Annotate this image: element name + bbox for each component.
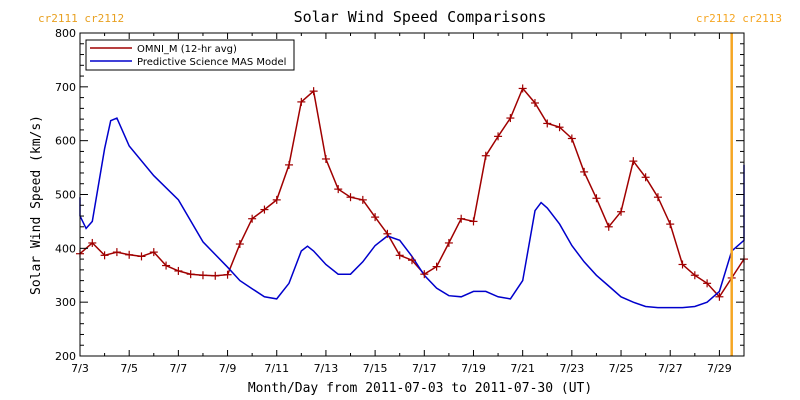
data-point: [395, 251, 404, 260]
data-point: [346, 193, 355, 202]
data-point: [592, 194, 601, 203]
y-axis-title: Solar Wind Speed (km/s): [29, 115, 44, 295]
data-point: [690, 271, 699, 280]
legend: OMNI_M (12-hr avg) Predictive Science MA…: [85, 39, 295, 71]
data-point: [604, 222, 613, 231]
data-point: [125, 250, 134, 259]
data-point: [567, 134, 576, 143]
legend-label-mas: Predictive Science MAS Model: [137, 57, 286, 68]
plot-frame: [79, 32, 745, 357]
x-tick-label: 7/19: [461, 362, 486, 375]
data-point: [530, 98, 539, 107]
data-point: [358, 195, 367, 204]
data-point: [137, 252, 146, 261]
series-layer: [79, 86, 745, 309]
data-point: [198, 271, 207, 280]
x-tick-label: 7/11: [264, 362, 289, 375]
x-tick-label: 7/3: [71, 362, 89, 375]
data-point: [444, 238, 453, 247]
data-point: [506, 114, 515, 123]
x-axis-ticks: 7/3 7/5 7/7 7/9 7/11 7/13 7/15 7/17 7/19 7/21 7/23…: [71, 33, 745, 375]
data-point: [248, 214, 257, 223]
rotation-markers: cr2111 cr2112 cr2112 cr2113: [38, 12, 782, 356]
x-tick-label: 7/13: [314, 362, 339, 375]
data-point: [186, 270, 195, 279]
data-point: [555, 123, 564, 132]
data-point: [703, 279, 712, 288]
data-point: [174, 266, 183, 275]
chart-title: Solar Wind Speed Comparisons: [294, 8, 547, 26]
x-tick-label: 7/25: [609, 362, 634, 375]
data-point: [309, 87, 318, 96]
data-point: [272, 195, 281, 204]
data-point: [715, 292, 724, 301]
marker-layer: [76, 84, 748, 301]
data-point: [162, 261, 171, 270]
data-point: [457, 214, 466, 223]
data-point: [285, 160, 294, 169]
data-point: [678, 260, 687, 269]
legend-label-omni: OMNI_M (12-hr avg): [137, 44, 237, 55]
data-point: [494, 132, 503, 141]
y-axis-ticks: 200 300 400 500 600 700 800: [55, 27, 744, 363]
x-tick-label: 7/21: [510, 362, 535, 375]
series-line-0: [79, 86, 745, 299]
y-tick-label: 500: [55, 189, 76, 202]
x-tick-label: 7/23: [560, 362, 585, 375]
y-tick-label: 200: [55, 350, 76, 363]
data-point: [543, 119, 552, 128]
x-tick-label: 7/15: [363, 362, 388, 375]
data-point: [629, 157, 638, 166]
data-point: [223, 270, 232, 279]
data-point: [112, 248, 121, 257]
data-point: [666, 220, 675, 229]
data-point: [518, 84, 527, 93]
x-tick-label: 7/5: [120, 362, 138, 375]
y-tick-label: 800: [55, 27, 76, 40]
x-tick-label: 7/17: [412, 362, 437, 375]
data-point: [420, 270, 429, 279]
x-tick-label: 7/9: [219, 362, 237, 375]
x-axis-title: Month/Day from 2011-07-03 to 2011-07-30 …: [248, 381, 592, 396]
data-point: [260, 205, 269, 214]
data-point: [641, 173, 650, 182]
data-point: [88, 238, 97, 247]
y-tick-label: 300: [55, 296, 76, 309]
rotation-label: cr2111 cr2112: [38, 12, 124, 25]
data-point: [653, 193, 662, 202]
data-point: [617, 207, 626, 216]
data-point: [297, 97, 306, 106]
legend-box: [85, 39, 295, 71]
x-tick-label: 7/27: [658, 362, 683, 375]
y-tick-label: 700: [55, 81, 76, 94]
data-point: [100, 251, 109, 260]
data-point: [481, 151, 490, 160]
data-point: [321, 154, 330, 163]
data-point: [432, 262, 441, 271]
rotation-label: cr2112 cr2113: [696, 12, 782, 25]
series-line-1: [79, 117, 745, 309]
data-point: [469, 217, 478, 226]
y-tick-label: 400: [55, 242, 76, 255]
y-tick-label: 600: [55, 135, 76, 148]
x-tick-label: 7/7: [170, 362, 188, 375]
data-point: [149, 248, 158, 257]
data-point: [371, 213, 380, 222]
x-tick-label: 7/29: [707, 362, 732, 375]
data-point: [408, 256, 416, 265]
data-point: [383, 229, 392, 238]
data-point: [580, 167, 589, 176]
data-point: [235, 240, 244, 249]
data-point: [334, 185, 343, 194]
data-point: [211, 271, 220, 280]
